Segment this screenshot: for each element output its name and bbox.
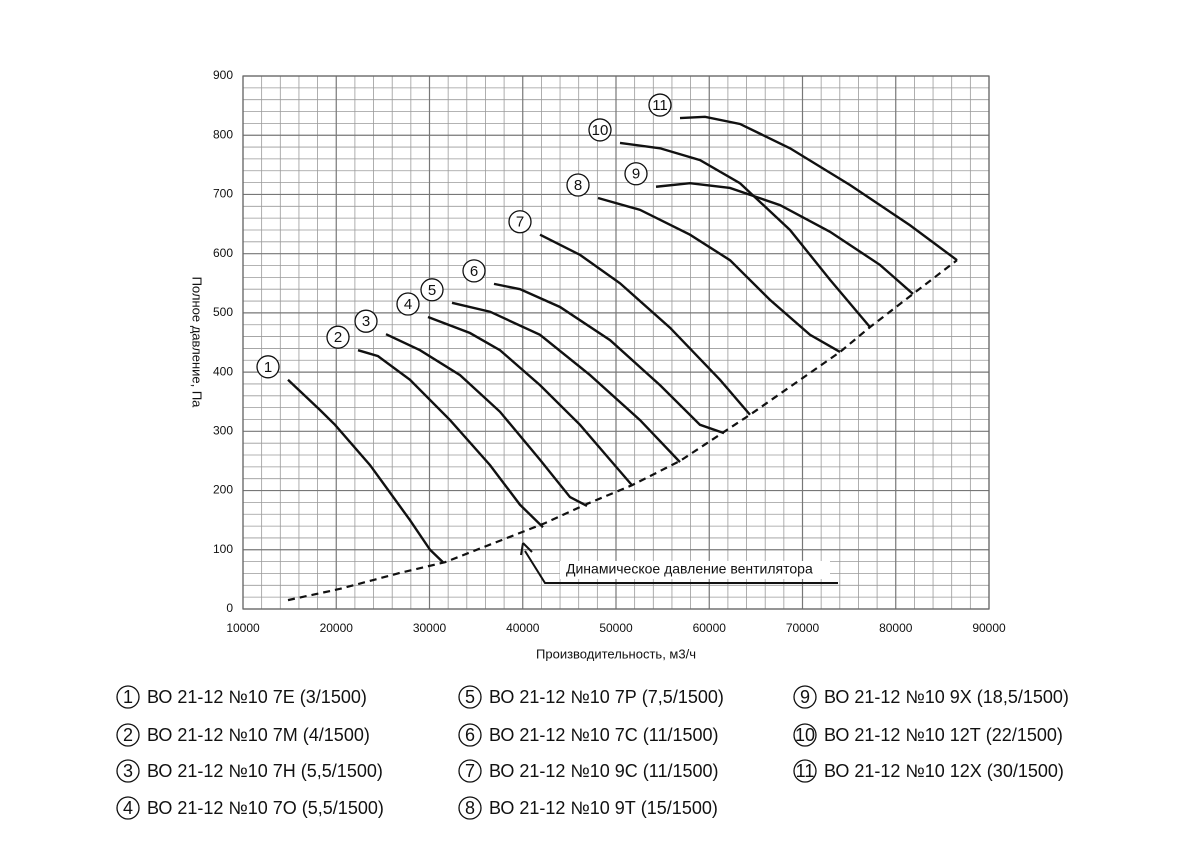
legend-circle	[116, 796, 140, 820]
fan-curve	[539, 233, 751, 416]
annotation-arrowhead	[520, 542, 533, 556]
legend-circle	[793, 685, 817, 709]
x-tick-label: 70000	[786, 621, 820, 635]
legend-circle	[458, 723, 482, 747]
x-tick-label: 50000	[599, 621, 633, 635]
y-tick-label: 400	[213, 364, 233, 378]
curve-label-circle	[396, 292, 420, 316]
legend-label: ВО 21-12 №10 7О (5,5/1500)	[147, 798, 384, 818]
legend-circle	[458, 685, 482, 709]
legend-number: 6	[465, 725, 475, 745]
curve-label: 4	[404, 296, 412, 313]
curve-label-circle	[256, 355, 280, 379]
legend-label: ВО 21-12 №10 9Х (18,5/1500)	[824, 687, 1069, 707]
y-tick-label: 300	[213, 424, 233, 438]
curve-label: 5	[428, 282, 436, 299]
legend-number: 10	[795, 725, 815, 745]
annotation-leader	[524, 550, 838, 584]
legend-circle	[116, 685, 140, 709]
y-tick-label: 500	[213, 305, 233, 319]
legend-label: ВО 21-12 №10 7Р (7,5/1500)	[489, 687, 724, 707]
curve-label-circle	[648, 93, 672, 117]
y-tick-label: 900	[213, 68, 233, 82]
legend-number: 8	[465, 798, 475, 818]
x-tick-label: 80000	[879, 621, 913, 635]
y-tick-label: 600	[213, 246, 233, 260]
legend-label: ВО 21-12 №10 7Н (5,5/1500)	[147, 761, 383, 781]
dynamic-pressure-line	[287, 259, 958, 602]
curve-label: 6	[470, 263, 478, 280]
legend-label: ВО 21-12 №10 9С (11/1500)	[489, 761, 719, 781]
fan-curve	[451, 301, 681, 463]
curve-label-circle	[624, 162, 648, 186]
x-tick-label: 40000	[506, 621, 540, 635]
legend-label: ВО 21-12 №10 7Е (3/1500)	[147, 687, 367, 707]
legend-circle	[116, 759, 140, 783]
fan-curve	[493, 282, 725, 435]
legend-label: ВО 21-12 №10 9Т (15/1500)	[489, 798, 718, 818]
x-tick-label: 90000	[972, 621, 1006, 635]
fan-curve	[679, 115, 958, 262]
curve-label-circle	[508, 210, 532, 234]
legend-label: ВО 21-12 №10 7С (11/1500)	[489, 725, 719, 745]
annotation: Динамическое давление вентилятора	[566, 561, 813, 577]
x-tick-label: 60000	[693, 621, 727, 635]
legend-number: 2	[123, 725, 133, 745]
curve-label: 10	[592, 122, 609, 139]
y-tick-label: 800	[213, 127, 233, 141]
legend-number: 1	[123, 687, 133, 707]
x-tick-label: 30000	[413, 621, 447, 635]
y-axis-title: Полное давление, Па	[190, 277, 205, 409]
curve-label: 3	[362, 313, 370, 330]
curve-label: 9	[632, 166, 640, 183]
y-tick-label: 0	[226, 601, 233, 615]
legend-label: ВО 21-12 №10 7М (4/1500)	[147, 725, 370, 745]
legend-label: ВО 21-12 №10 12Х (30/1500)	[824, 761, 1064, 781]
curve-label: 11	[652, 97, 668, 114]
y-tick-label: 100	[213, 542, 233, 556]
curve-label: 8	[574, 177, 582, 194]
fan-curve	[287, 378, 444, 564]
curve-label: 1	[264, 359, 272, 376]
y-tick-label: 200	[213, 483, 233, 497]
fan-curve	[597, 196, 841, 354]
fan-curve	[357, 349, 544, 529]
plot-frame	[242, 75, 990, 610]
curve-label-circle	[354, 309, 378, 333]
legend-circle	[793, 723, 817, 747]
legend-circle	[116, 723, 140, 747]
curve-label-circle	[588, 118, 612, 142]
legend-number: 11	[796, 761, 815, 781]
curve-label-circle	[420, 278, 444, 302]
fan-curve	[619, 141, 871, 328]
legend-number: 4	[123, 798, 133, 818]
fan-curve	[655, 181, 914, 295]
grid	[242, 75, 990, 610]
x-tick-label: 20000	[320, 621, 354, 635]
legend-circle	[793, 759, 817, 783]
legend-number: 7	[465, 761, 475, 781]
curve-label-circle	[566, 173, 590, 197]
curve-label-circle	[462, 259, 486, 283]
curve-label-circle	[326, 325, 350, 349]
curve-label: 7	[516, 214, 524, 231]
legend-circle	[458, 796, 482, 820]
x-axis-title: Производительность, м3/ч	[536, 646, 696, 661]
x-tick-label: 10000	[226, 621, 260, 635]
fan-curve	[385, 333, 588, 508]
curve-label: 2	[334, 329, 342, 346]
y-tick-label: 700	[213, 187, 233, 201]
legend-number: 9	[800, 687, 810, 707]
legend-number: 3	[123, 761, 133, 781]
legend-circle	[458, 759, 482, 783]
annotation-bg	[560, 561, 830, 579]
legend-label: ВО 21-12 №10 12Т (22/1500)	[824, 725, 1063, 745]
fan-curve	[427, 315, 633, 487]
legend-number: 5	[465, 687, 475, 707]
